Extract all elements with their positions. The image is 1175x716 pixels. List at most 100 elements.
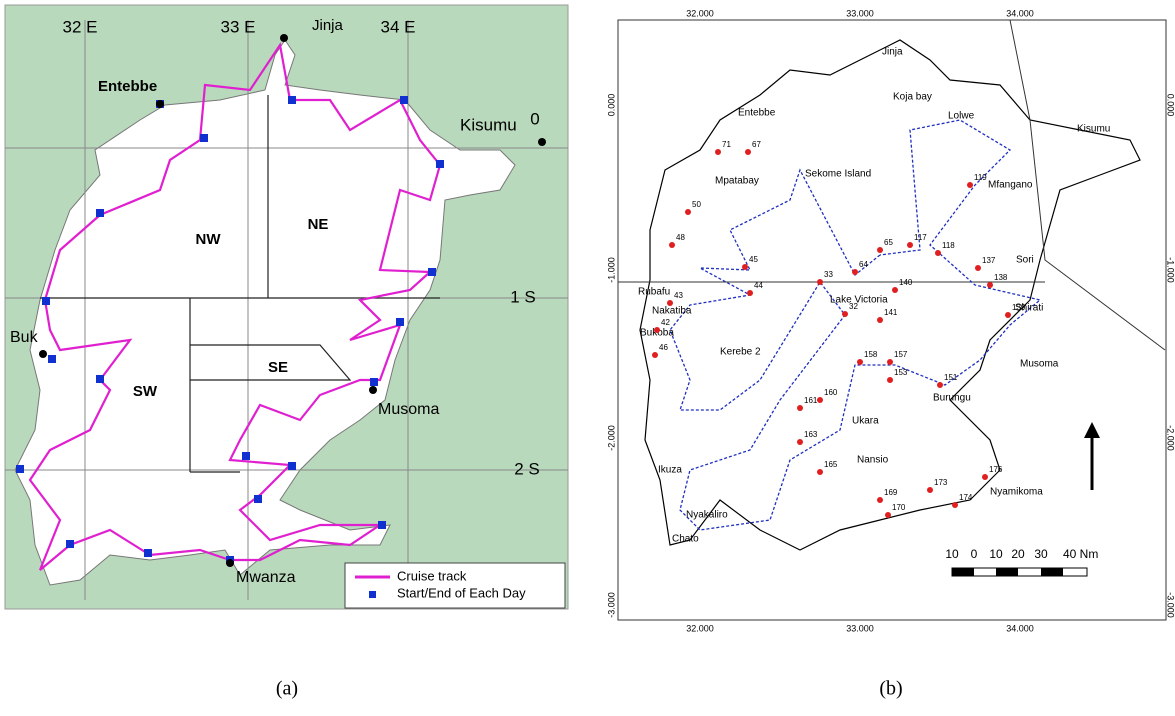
station-dot	[1005, 312, 1011, 318]
station-dot	[715, 149, 721, 155]
station-label: 117	[914, 233, 927, 242]
y-tick-label: -3.000	[1166, 592, 1175, 618]
place-label: Mwanza	[236, 569, 296, 586]
place-label: Entebbe	[98, 78, 157, 95]
grid-label: 33 E	[221, 17, 256, 36]
station-label: 44	[754, 281, 763, 290]
city-dots	[39, 34, 546, 567]
place-label: Musoma	[378, 401, 439, 418]
station-dot	[842, 311, 848, 317]
station-label: 153	[894, 368, 908, 377]
station-dot	[892, 287, 898, 293]
place-label: Buk	[10, 329, 39, 346]
station-label: 139	[1012, 303, 1026, 312]
station-dot	[797, 405, 803, 411]
station-dot	[887, 377, 893, 383]
station-dot	[797, 439, 803, 445]
place-label: Jinja	[312, 17, 344, 34]
x-tick-label: 33.000	[846, 623, 874, 633]
place-label: Ikuza	[658, 465, 682, 476]
legend-label: Start/End of Each Day	[397, 585, 526, 600]
scale-bar	[951, 567, 1088, 577]
y-tick-label: -3.000	[606, 592, 616, 618]
station-dot	[817, 469, 823, 475]
station-dot	[817, 279, 823, 285]
scale-label: 0	[971, 547, 978, 561]
y-tick-label: -2.000	[606, 425, 616, 451]
place-label: Chato	[672, 534, 699, 545]
place-label: Lolwe	[948, 111, 975, 122]
station-dot	[877, 247, 883, 253]
station-label: 71	[722, 140, 731, 149]
lake-outline-b	[639, 39, 1141, 551]
region-label: NW	[196, 231, 222, 248]
station-dot	[877, 497, 883, 503]
grid-label: 32 E	[63, 17, 98, 36]
y-tick-label: -1.000	[606, 257, 616, 283]
place-label: Lake Victoria	[830, 295, 888, 306]
scale-label: 30	[1034, 547, 1048, 561]
station-label: 46	[659, 343, 668, 352]
station-label: 170	[892, 503, 906, 512]
place-label: Shirati	[1015, 303, 1043, 314]
station-dot	[887, 359, 893, 365]
scale-label: 10	[945, 547, 959, 561]
place-label: Ukara	[852, 416, 879, 427]
station-label: 50	[692, 200, 701, 209]
station-label: 45	[749, 255, 758, 264]
place-label: Sekome Island	[805, 169, 871, 180]
place-label: Burungu	[933, 393, 971, 404]
station-dot	[907, 242, 913, 248]
station-label: 173	[934, 478, 948, 487]
station-label: 174	[959, 493, 973, 502]
station-dot	[975, 265, 981, 271]
station-label: 48	[676, 233, 685, 242]
station-label: 118	[942, 241, 955, 250]
north-arrow-head	[1084, 422, 1100, 438]
place-label: Rubafu	[638, 287, 670, 298]
station-label: 158	[864, 350, 878, 359]
place-label: Bukoba	[640, 328, 674, 339]
place-label: Koja bay	[893, 92, 932, 103]
x-tick-label: 33.000	[846, 8, 874, 18]
station-dot	[652, 352, 658, 358]
boundary-line	[1009, 19, 1166, 351]
place-label: Mfangano	[988, 180, 1033, 191]
station-dot	[667, 300, 673, 306]
grid-label: 0	[530, 109, 539, 128]
station-label: 67	[752, 140, 761, 149]
y-tick-label: -2.000	[1166, 425, 1175, 451]
day-markers	[16, 96, 444, 564]
place-label: Nakatiba	[652, 306, 692, 317]
grid-label: 2 S	[514, 459, 540, 478]
station-dot	[877, 317, 883, 323]
place-label: Jinja	[882, 47, 903, 58]
place-label: Nyakaliro	[686, 510, 728, 521]
station-label: 161	[804, 396, 818, 405]
station-label: 42	[661, 318, 670, 327]
place-label: Nansio	[857, 455, 889, 466]
station-label: 119	[974, 173, 987, 182]
x-tick-label: 32.000	[686, 8, 714, 18]
station-dot	[935, 250, 941, 256]
lake-outline	[14, 39, 516, 586]
station-label: 138	[994, 273, 1008, 282]
station-dot	[685, 209, 691, 215]
y-tick-label: -1.000	[1166, 257, 1175, 283]
station-label: 140	[899, 278, 913, 287]
scale-label: 10	[989, 547, 1003, 561]
place-label: Mpatabay	[715, 176, 759, 187]
station-dot	[885, 512, 891, 518]
cruise-track	[28, 42, 442, 571]
place-label: Musoma	[1020, 359, 1059, 370]
station-dot	[742, 264, 748, 270]
y-tick-label: 0.000	[606, 94, 616, 117]
place-label: Nyamikoma	[990, 487, 1043, 498]
station-label: 137	[982, 256, 996, 265]
station-dot	[654, 327, 660, 333]
place-label: Sori	[1016, 255, 1034, 266]
legend-marker-swatch	[369, 591, 376, 598]
x-tick-label: 34.000	[1006, 8, 1034, 18]
